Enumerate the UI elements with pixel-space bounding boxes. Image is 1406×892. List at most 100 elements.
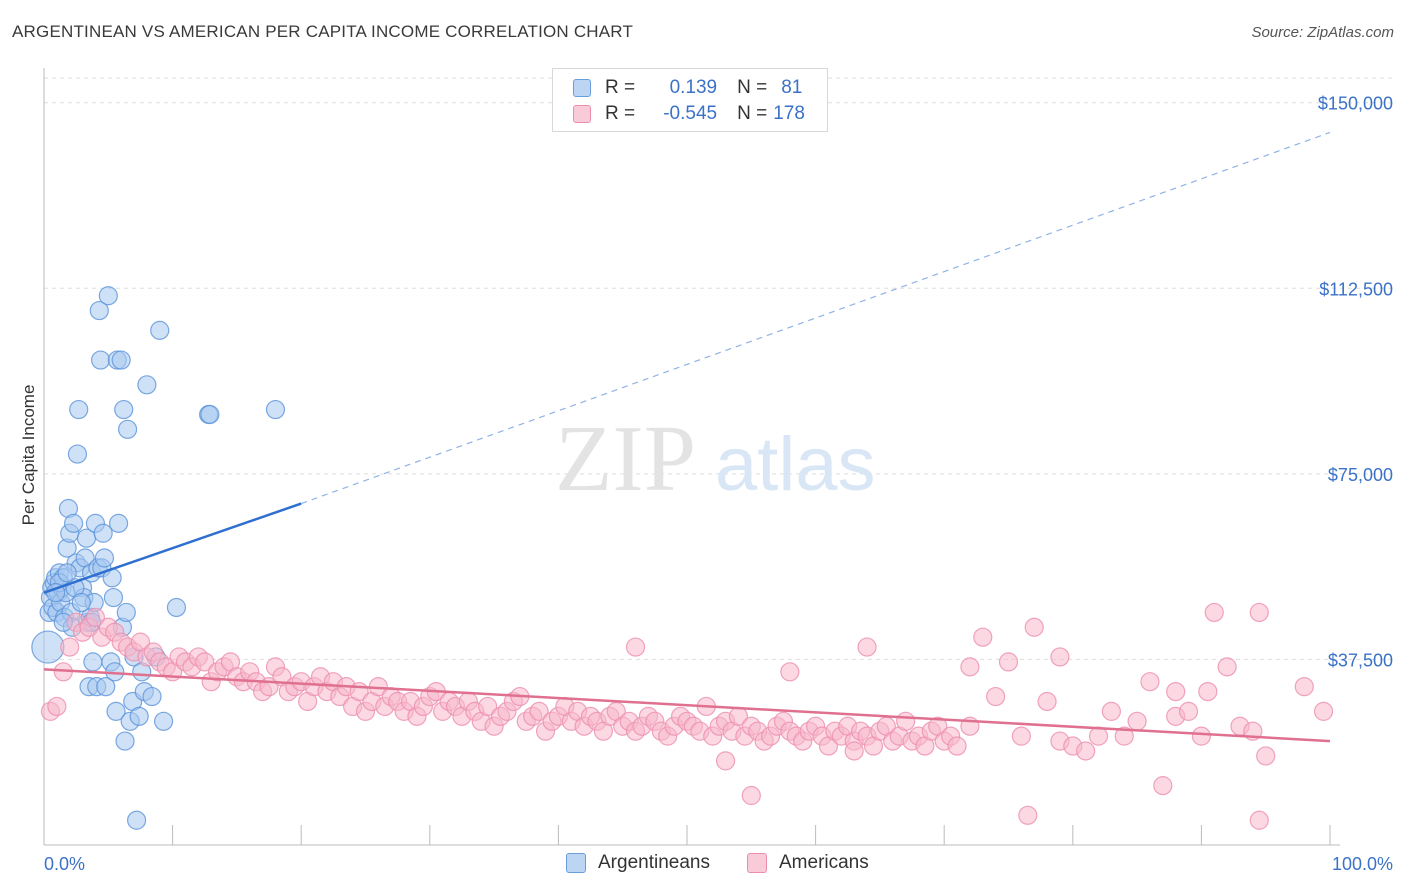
data-point: [117, 419, 138, 439]
legend-n-value: 178: [773, 103, 805, 124]
x-tick-label: 100.0%: [1332, 854, 1393, 874]
data-point: [1191, 726, 1212, 746]
data-point: [1037, 691, 1057, 712]
data-point: [857, 637, 877, 657]
data-point: [478, 696, 498, 717]
legend-n-label: N =: [737, 77, 768, 98]
y-axis-label: Per Capita Income: [19, 385, 38, 526]
trend-line-solid: [43, 668, 1331, 743]
data-point: [85, 607, 106, 627]
legend-swatch-americans: [573, 105, 591, 123]
data-point: [998, 652, 1019, 672]
data-point: [741, 785, 761, 806]
data-point: [844, 741, 864, 761]
bottom-legend-label: Americans: [779, 852, 869, 873]
data-point: [106, 701, 126, 721]
data-point: [1024, 617, 1044, 637]
bottom-swatch-argentineans: [566, 853, 586, 873]
data-point: [137, 375, 157, 395]
data-point: [947, 736, 967, 756]
data-point: [96, 677, 116, 697]
data-point: [715, 751, 736, 771]
data-point: [93, 523, 113, 543]
series-americans: [40, 602, 1334, 830]
legend-r-label: R =: [605, 77, 636, 98]
bottom-legend-label: Argentineans: [598, 852, 710, 873]
bottom-legend-argentineans: Argentineans: [566, 852, 710, 874]
data-point: [71, 592, 91, 613]
data-point: [83, 652, 103, 672]
data-point: [1256, 746, 1276, 766]
legend-r-value: -0.545: [663, 103, 718, 124]
data-point: [69, 399, 89, 420]
data-point: [973, 627, 993, 647]
data-point: [98, 286, 118, 306]
x-tick-label: 0.0%: [44, 854, 85, 874]
data-point: [986, 686, 1006, 707]
bottom-swatch-americans: [747, 853, 767, 873]
data-point: [1178, 701, 1199, 721]
y-tick-label: $150,000: [1318, 94, 1393, 114]
data-point: [195, 652, 215, 672]
data-point: [1249, 602, 1269, 623]
data-point: [142, 686, 162, 707]
data-point: [94, 548, 115, 568]
data-point: [1088, 726, 1109, 746]
data-point: [1153, 776, 1173, 796]
data-point: [1076, 741, 1096, 761]
data-point: [265, 399, 286, 420]
data-point: [625, 637, 646, 657]
data-point: [896, 711, 916, 731]
data-point: [114, 399, 134, 420]
data-point: [115, 731, 135, 751]
data-point: [529, 701, 549, 721]
data-point: [1198, 681, 1218, 702]
data-point: [153, 711, 174, 731]
data-point: [126, 810, 147, 830]
legend-r-label: R =: [605, 103, 636, 124]
data-point: [111, 350, 131, 370]
trend-lines: [43, 131, 1331, 743]
data-point: [150, 320, 170, 340]
legend-swatch-argentineans: [573, 79, 591, 97]
data-point: [1018, 805, 1038, 825]
source-credit: Source: ZipAtlas.com: [1251, 24, 1394, 41]
data-point: [63, 513, 84, 533]
axes: [43, 68, 1340, 846]
legend-r-value: 0.139: [669, 77, 718, 98]
legend-n-label: N =: [737, 103, 768, 124]
legend-row-argentineans: R = 0.139 N = 81: [573, 75, 802, 101]
data-point: [1294, 677, 1314, 697]
y-tick-label: $112,500: [1319, 279, 1393, 299]
data-point: [960, 657, 980, 677]
data-point: [67, 444, 88, 464]
chart-title: ARGENTINEAN VS AMERICAN PER CAPITA INCOM…: [12, 22, 634, 41]
data-point: [90, 350, 111, 370]
data-point: [166, 597, 187, 618]
bottom-legend-americans: Americans: [747, 852, 869, 874]
watermark-atlas: atlas: [715, 422, 876, 507]
stats-legend: R = 0.139 N = 81 R = -0.545 N = 178: [552, 68, 828, 132]
data-point: [1114, 726, 1134, 746]
data-point: [1140, 672, 1160, 692]
data-point: [1204, 602, 1224, 623]
data-point: [1101, 701, 1121, 721]
data-point: [116, 602, 136, 623]
data-point: [108, 513, 129, 533]
data-point: [1313, 701, 1334, 721]
data-point: [60, 637, 80, 657]
trend-line-solid: [43, 502, 302, 594]
y-tick-label: $37,500: [1328, 650, 1393, 670]
data-point: [31, 630, 65, 664]
data-point: [1011, 726, 1031, 746]
data-point: [89, 300, 109, 321]
series-argentineans: [31, 286, 286, 830]
series-points: [31, 286, 1334, 830]
data-point: [1166, 681, 1186, 702]
y-tick-label: $75,000: [1328, 465, 1393, 485]
data-point: [1217, 657, 1237, 677]
data-point: [129, 706, 149, 726]
data-point: [1050, 647, 1070, 667]
gridlines: [44, 77, 1395, 660]
